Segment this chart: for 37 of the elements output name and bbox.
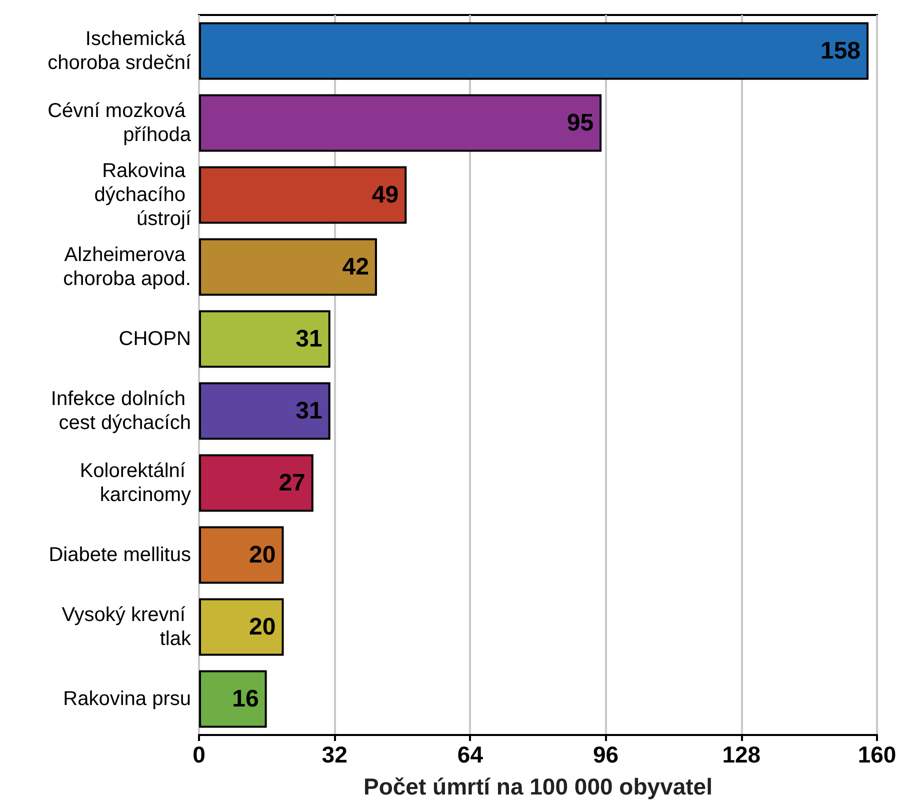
data-label: 16 [232,686,259,712]
data-label: 158 [820,38,861,64]
y-tick-label: Rakovina prsu [63,688,191,710]
bar [199,166,407,224]
data-label: 20 [249,614,276,640]
y-tick-label: Cévní mozková příhoda [48,100,192,146]
bar [199,454,314,512]
data-label: 95 [566,110,594,136]
data-label: 27 [278,470,306,496]
data-label: 31 [296,398,322,424]
data-label: 20 [249,542,276,568]
y-tick-label: Diabete mellitus [48,544,191,566]
bar [199,310,330,368]
data-label: 49 [372,182,399,208]
y-tick-label: Rakovina dýchacího ústrojí [94,160,192,230]
y-tick-label: Vysoký krevní tlak [62,604,192,650]
x-tick-label: 160 [858,742,896,768]
x-axis-title: Počet úmrtí na 100 000 obyvatel [364,774,712,800]
x-tick-label: 96 [593,742,619,768]
bar [199,238,377,296]
x-tick-label: 0 [192,742,206,768]
data-label: 31 [296,326,322,352]
y-tick-label: Infekce dolních cest dýchacích [50,388,191,434]
bar [199,526,284,584]
y-tick-label: Kolorektální karcinomy [80,460,191,506]
y-tick-label: CHOPN [118,328,191,350]
bar [199,22,869,80]
bar [199,598,284,656]
y-tick-label: Ischemická choroba srdeční [48,28,192,74]
data-label: 42 [342,254,369,280]
bar [199,670,267,728]
bar [199,94,602,152]
x-tick-label: 64 [457,742,484,768]
x-tick-label: 128 [722,742,761,768]
bar [199,382,330,440]
x-tick-label: 32 [322,742,348,768]
y-tick-label: Alzheimerova choroba apod. [63,244,191,290]
